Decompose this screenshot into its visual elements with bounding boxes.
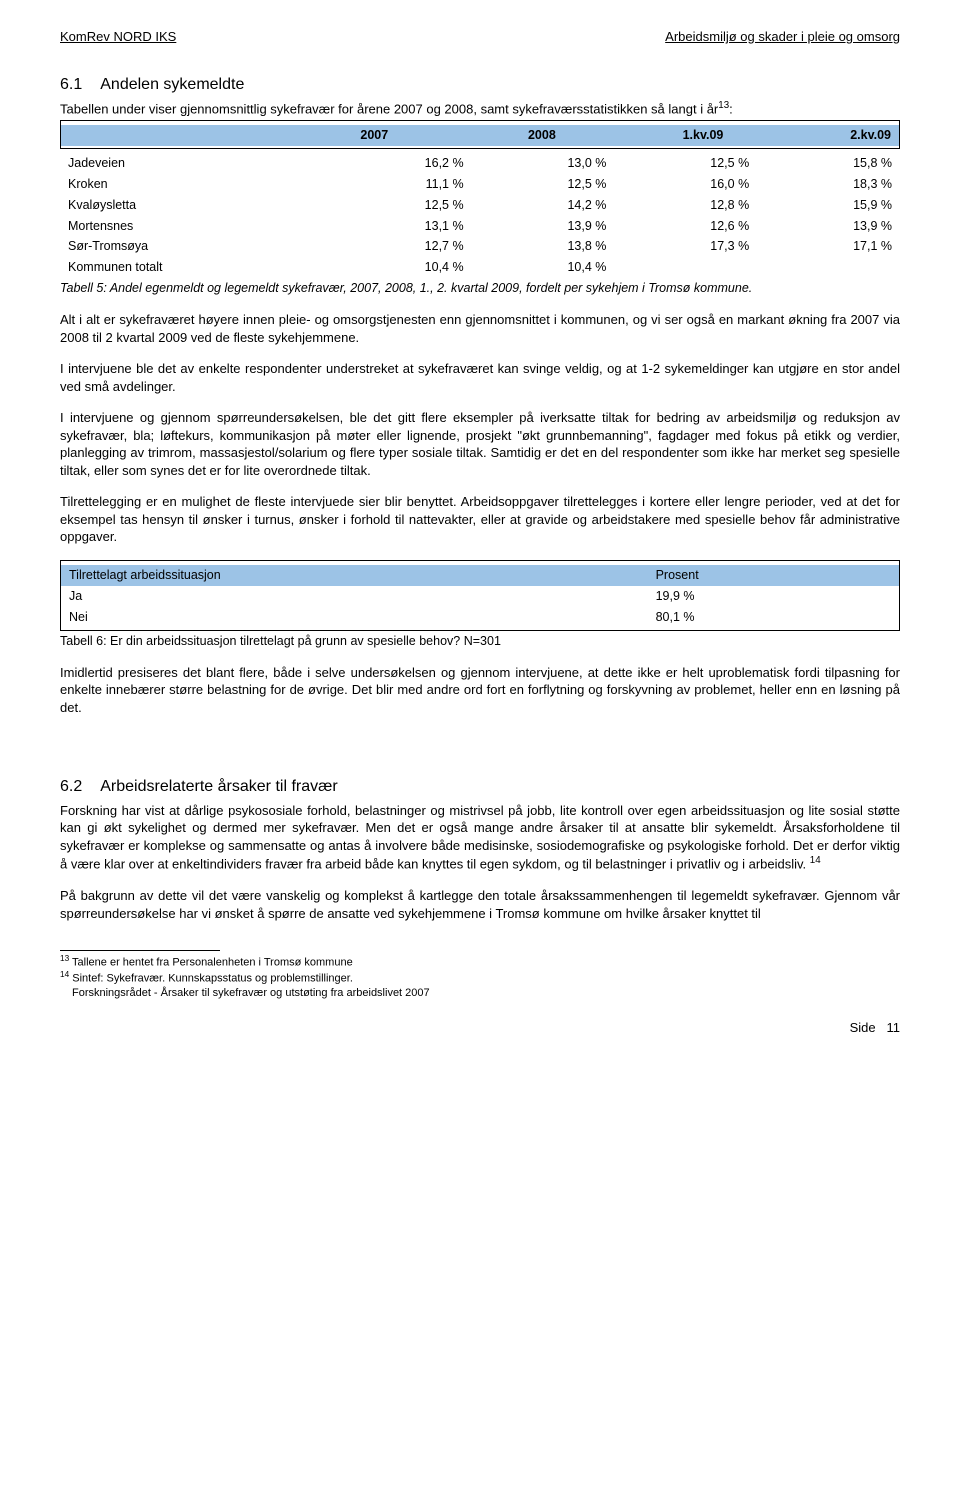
table-cell: 14,2 %: [472, 195, 615, 216]
col-percent: Prosent: [648, 565, 899, 586]
table-6-wrap: Tilrettelagt arbeidssituasjon Prosent Ja…: [60, 560, 900, 631]
table-cell: 10,4 %: [329, 257, 472, 278]
footnote-text: Sintef: Sykefravær. Kunnskapsstatus og p…: [69, 973, 353, 985]
para-61-3: I intervjuene og gjennom spørreundersøke…: [60, 409, 900, 479]
footnote-ref-13: 13: [718, 100, 729, 111]
intro-text: Tabellen under viser gjennomsnittlig syk…: [60, 101, 718, 116]
table-cell: 19,9 %: [648, 586, 899, 607]
table-cell: Jadeveien: [60, 153, 329, 174]
table-cell: 10,4 %: [472, 257, 615, 278]
table-cell: 12,5 %: [472, 174, 615, 195]
table-5-wrap: 2007 2008 1.kv.09 2.kv.09: [60, 120, 900, 149]
table-cell: 16,2 %: [329, 153, 472, 174]
para-61-2: I intervjuene ble det av enkelte respond…: [60, 360, 900, 395]
page-header: KomRev NORD IKS Arbeidsmiljø og skader i…: [60, 28, 900, 46]
table-cell: 13,9 %: [472, 216, 615, 237]
section-6-2-title: 6.2 Arbeidsrelaterte årsaker til fravær: [60, 776, 900, 798]
footer-label: Side: [850, 1020, 876, 1035]
table-5-caption: Tabell 5: Andel egenmeldt og legemeldt s…: [60, 280, 900, 297]
table-row: Mortensnes13,1 %13,9 %12,6 %13,9 %: [60, 216, 900, 237]
col-2007: 2007: [229, 125, 397, 146]
table-header-row: 2007 2008 1.kv.09 2.kv.09: [61, 125, 899, 146]
table-cell: 80,1 %: [648, 607, 899, 628]
section-title-text: Arbeidsrelaterte årsaker til fravær: [100, 778, 337, 795]
table-cell: 17,3 %: [614, 236, 757, 257]
table-cell: 13,9 %: [757, 216, 900, 237]
table-cell: 13,1 %: [329, 216, 472, 237]
footnote-num: 13: [60, 954, 69, 963]
table-cell: 18,3 %: [757, 174, 900, 195]
table-cell: 12,8 %: [614, 195, 757, 216]
table-row: Sør-Tromsøya12,7 %13,8 %17,3 %17,1 %: [60, 236, 900, 257]
footnotes-separator: [60, 950, 220, 951]
section-number: 6.1: [60, 76, 82, 93]
table-cell: [757, 257, 900, 278]
section-6-1-intro: Tabellen under viser gjennomsnittlig syk…: [60, 99, 900, 118]
table-cell: 12,6 %: [614, 216, 757, 237]
para-62-1-text: Forskning har vist at dårlige psykososia…: [60, 803, 900, 872]
table-5: 2007 2008 1.kv.09 2.kv.09: [61, 125, 899, 146]
table-row: Ja19,9 %: [61, 586, 899, 607]
para-62-2: På bakgrunn av dette vil det være vanske…: [60, 887, 900, 922]
table-cell: 17,1 %: [757, 236, 900, 257]
table-6-header: Tilrettelagt arbeidssituasjon Prosent: [61, 565, 899, 586]
table-cell: Nei: [61, 607, 648, 628]
header-right: Arbeidsmiljø og skader i pleie og omsorg: [665, 28, 900, 46]
footnote-num: 14: [60, 970, 69, 979]
para-62-1: Forskning har vist at dårlige psykososia…: [60, 802, 900, 874]
table-cell: Mortensnes: [60, 216, 329, 237]
table-cell: 13,8 %: [472, 236, 615, 257]
footnote-text: Tallene er hentet fra Personalenheten i …: [69, 957, 353, 969]
intro-colon: :: [729, 101, 733, 116]
col-2008: 2008: [396, 125, 564, 146]
table-row: Kvaløysletta12,5 %14,2 %12,8 %15,9 %: [60, 195, 900, 216]
col-1kv09: 1.kv.09: [564, 125, 732, 146]
page-footer: Side 11: [60, 1019, 900, 1037]
table-row: Kommunen totalt10,4 %10,4 %: [60, 257, 900, 278]
table-cell: 13,0 %: [472, 153, 615, 174]
footnote-13: 13 Tallene er hentet fra Personalenheten…: [60, 954, 900, 970]
table-5-body: Jadeveien16,2 %13,0 %12,5 %15,8 %Kroken1…: [60, 153, 900, 278]
table-cell: Sør-Tromsøya: [60, 236, 329, 257]
table-row: Kroken11,1 %12,5 %16,0 %18,3 %: [60, 174, 900, 195]
table-row: Jadeveien16,2 %13,0 %12,5 %15,8 %: [60, 153, 900, 174]
table-cell: Ja: [61, 586, 648, 607]
header-left: KomRev NORD IKS: [60, 28, 176, 46]
table-cell: [614, 257, 757, 278]
table-cell: 12,5 %: [329, 195, 472, 216]
table-row: Nei80,1 %: [61, 607, 899, 628]
col-situation: Tilrettelagt arbeidssituasjon: [61, 565, 648, 586]
footnote-extra: Forskningsrådet - Årsaker til sykefravær…: [60, 986, 900, 1000]
section-6-1-title: 6.1 Andelen sykemeldte: [60, 74, 900, 96]
col-2kv09: 2.kv.09: [731, 125, 899, 146]
table-6: Tilrettelagt arbeidssituasjon Prosent Ja…: [61, 565, 899, 628]
footnote-14: 14 Sintef: Sykefravær. Kunnskapsstatus o…: [60, 970, 900, 986]
footer-page: 11: [887, 1020, 901, 1035]
para-61-4: Tilrettelegging er en mulighet de fleste…: [60, 493, 900, 546]
table-cell: Kommunen totalt: [60, 257, 329, 278]
table-cell: 11,1 %: [329, 174, 472, 195]
section-number: 6.2: [60, 778, 82, 795]
table-cell: 15,8 %: [757, 153, 900, 174]
table-cell: 15,9 %: [757, 195, 900, 216]
section-title-text: Andelen sykemeldte: [100, 76, 244, 93]
para-61-5: Imidlertid presiseres det blant flere, b…: [60, 664, 900, 717]
para-61-1: Alt i alt er sykefraværet høyere innen p…: [60, 311, 900, 346]
footnote-ref-14: 14: [810, 855, 821, 866]
footnotes: 13 Tallene er hentet fra Personalenheten…: [60, 954, 900, 1000]
table-cell: Kroken: [60, 174, 329, 195]
table-cell: Kvaløysletta: [60, 195, 329, 216]
table-cell: 12,5 %: [614, 153, 757, 174]
spacer: [60, 730, 900, 770]
table-cell: 16,0 %: [614, 174, 757, 195]
table-cell: 12,7 %: [329, 236, 472, 257]
table-6-caption: Tabell 6: Er din arbeidssituasjon tilret…: [60, 633, 900, 650]
col-blank: [61, 125, 229, 146]
